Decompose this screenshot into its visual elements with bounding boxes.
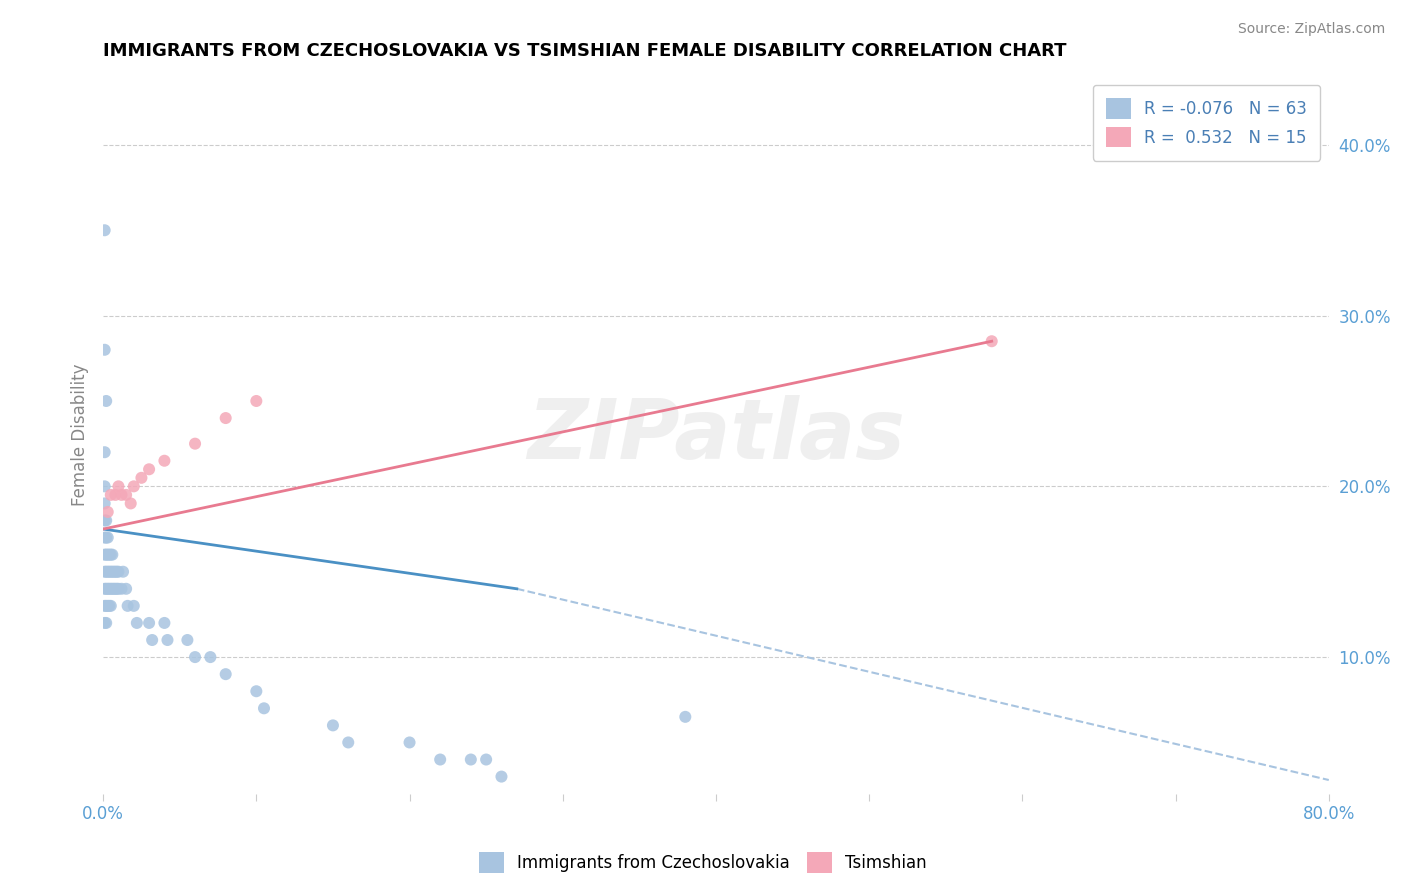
Point bbox=[138, 615, 160, 630]
Point bbox=[117, 599, 139, 613]
Point bbox=[93, 582, 115, 596]
Point bbox=[105, 565, 128, 579]
Point bbox=[176, 633, 198, 648]
Point bbox=[122, 479, 145, 493]
Point bbox=[475, 752, 498, 766]
Point bbox=[97, 599, 120, 613]
Point bbox=[184, 650, 207, 665]
Point bbox=[96, 565, 118, 579]
Point bbox=[97, 582, 120, 596]
Point bbox=[98, 548, 121, 562]
Point bbox=[337, 735, 360, 749]
Point bbox=[97, 531, 120, 545]
Point bbox=[93, 531, 115, 545]
Point bbox=[97, 505, 120, 519]
Point bbox=[93, 343, 115, 357]
Point bbox=[398, 735, 420, 749]
Point bbox=[215, 411, 238, 425]
Point bbox=[98, 599, 121, 613]
Point bbox=[245, 394, 267, 409]
Point bbox=[112, 565, 135, 579]
Point bbox=[96, 531, 118, 545]
Text: IMMIGRANTS FROM CZECHOSLOVAKIA VS TSIMSHIAN FEMALE DISABILITY CORRELATION CHART: IMMIGRANTS FROM CZECHOSLOVAKIA VS TSIMSH… bbox=[103, 42, 1067, 60]
Point bbox=[105, 582, 128, 596]
Point bbox=[96, 615, 118, 630]
Point bbox=[96, 394, 118, 409]
Point bbox=[93, 514, 115, 528]
Point bbox=[103, 565, 125, 579]
Point bbox=[115, 488, 138, 502]
Point bbox=[153, 615, 176, 630]
Point bbox=[97, 548, 120, 562]
Point bbox=[100, 565, 122, 579]
Point bbox=[104, 565, 127, 579]
Legend: Immigrants from Czechoslovakia, Tsimshian: Immigrants from Czechoslovakia, Tsimshia… bbox=[472, 846, 934, 880]
Point bbox=[253, 701, 276, 715]
Point bbox=[673, 710, 696, 724]
Point bbox=[93, 565, 115, 579]
Point bbox=[101, 582, 124, 596]
Point bbox=[122, 599, 145, 613]
Point bbox=[125, 615, 148, 630]
Text: Source: ZipAtlas.com: Source: ZipAtlas.com bbox=[1237, 22, 1385, 37]
Point bbox=[429, 752, 451, 766]
Point bbox=[100, 599, 122, 613]
Point bbox=[93, 445, 115, 459]
Point bbox=[107, 565, 129, 579]
Text: ZIPatlas: ZIPatlas bbox=[527, 394, 905, 475]
Point bbox=[110, 582, 132, 596]
Point bbox=[156, 633, 179, 648]
Point bbox=[93, 479, 115, 493]
Point bbox=[103, 582, 125, 596]
Point bbox=[107, 582, 129, 596]
Y-axis label: Female Disability: Female Disability bbox=[72, 364, 89, 507]
Point bbox=[980, 334, 1002, 349]
Point bbox=[93, 615, 115, 630]
Point bbox=[245, 684, 267, 698]
Point bbox=[101, 548, 124, 562]
Point bbox=[138, 462, 160, 476]
Point bbox=[215, 667, 238, 681]
Point bbox=[110, 488, 132, 502]
Point bbox=[93, 223, 115, 237]
Point bbox=[93, 599, 115, 613]
Point bbox=[96, 599, 118, 613]
Point bbox=[93, 548, 115, 562]
Legend: R = -0.076   N = 63, R =  0.532   N = 15: R = -0.076 N = 63, R = 0.532 N = 15 bbox=[1092, 85, 1320, 161]
Point bbox=[107, 479, 129, 493]
Point bbox=[131, 471, 153, 485]
Point bbox=[120, 496, 142, 510]
Point bbox=[104, 582, 127, 596]
Point bbox=[104, 488, 127, 502]
Point bbox=[98, 565, 121, 579]
Point bbox=[96, 582, 118, 596]
Point bbox=[322, 718, 344, 732]
Point bbox=[115, 582, 138, 596]
Point bbox=[491, 770, 513, 784]
Point bbox=[101, 565, 124, 579]
Point bbox=[460, 752, 482, 766]
Point bbox=[184, 436, 207, 450]
Point bbox=[98, 582, 121, 596]
Point bbox=[200, 650, 222, 665]
Point bbox=[93, 496, 115, 510]
Point bbox=[100, 488, 122, 502]
Point bbox=[96, 514, 118, 528]
Point bbox=[100, 582, 122, 596]
Point bbox=[100, 548, 122, 562]
Point bbox=[141, 633, 163, 648]
Point bbox=[97, 565, 120, 579]
Point bbox=[153, 454, 176, 468]
Point bbox=[96, 548, 118, 562]
